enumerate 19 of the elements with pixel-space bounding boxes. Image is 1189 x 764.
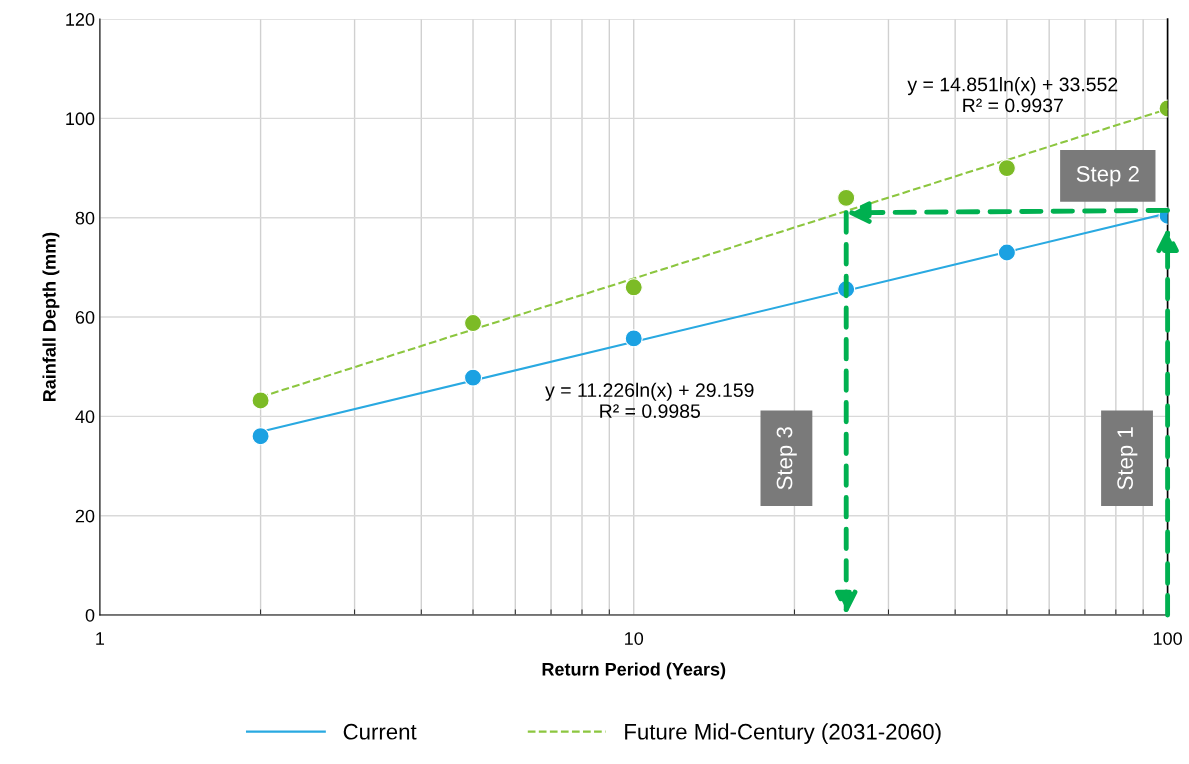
x-tick-label: 100 bbox=[1153, 632, 1182, 645]
annotation: y = 14.851ln(x) + 33.552 R² = 0.9937 bbox=[907, 77, 1118, 113]
y-tick-label: 0 bbox=[85, 608, 95, 622]
annotation: y = 11.226ln(x) + 29.159 R² = 0.9985 bbox=[545, 382, 754, 418]
annotation: Step 1 bbox=[1117, 427, 1138, 490]
annotation: Step 2 bbox=[1076, 166, 1139, 187]
x-axis-title: Return Period (Years) bbox=[542, 662, 726, 680]
annotation: Step 3 bbox=[776, 427, 797, 490]
y-tick-label: 100 bbox=[66, 112, 95, 126]
y-tick-label: 20 bbox=[75, 509, 95, 523]
y-tick-label: 120 bbox=[66, 13, 95, 26]
y-tick-label: 80 bbox=[75, 211, 95, 225]
y-tick-label: 60 bbox=[75, 310, 95, 324]
legend-label: Current bbox=[343, 723, 417, 740]
x-tick-label: 1 bbox=[96, 632, 105, 645]
y-axis-title: Rainfall Depth (mm) bbox=[42, 232, 60, 402]
x-tick-label: 10 bbox=[625, 632, 644, 645]
y-tick-label: 40 bbox=[75, 410, 95, 424]
legend-label: Future Mid-Century (2031-2060) bbox=[625, 723, 941, 744]
